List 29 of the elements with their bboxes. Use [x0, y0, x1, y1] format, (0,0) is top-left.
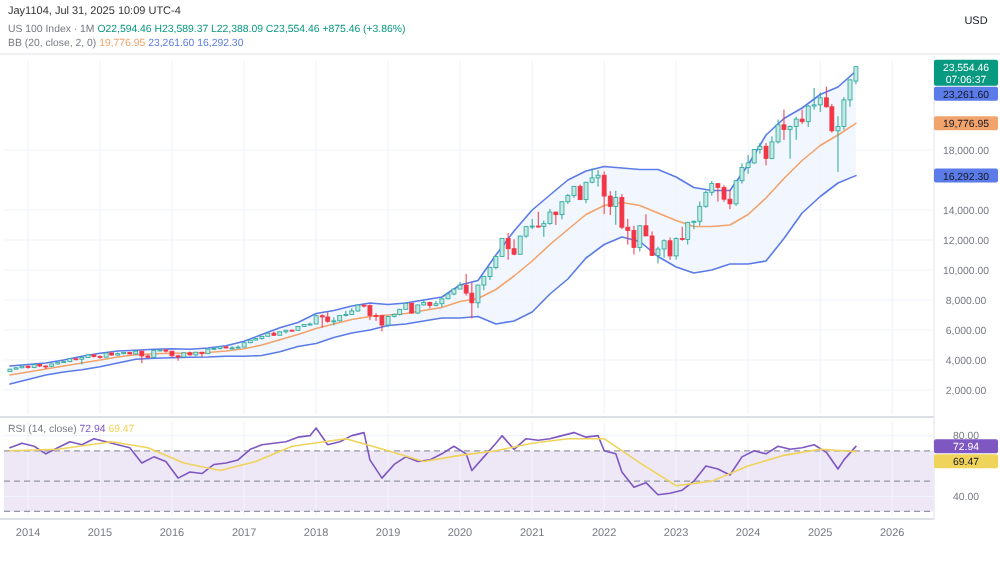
candlestick	[469, 282, 475, 319]
line-series	[9, 427, 857, 496]
candlestick	[799, 109, 805, 125]
candlestick	[613, 190, 619, 226]
candlestick	[343, 310, 349, 317]
line-series	[9, 437, 857, 487]
candlestick	[649, 230, 655, 256]
line-series	[9, 122, 857, 376]
candlestick	[715, 182, 721, 203]
candlestick	[631, 225, 637, 255]
candlestick	[793, 116, 799, 141]
candlestick	[727, 189, 733, 210]
candlestick	[817, 92, 823, 113]
candlestick	[781, 109, 787, 141]
candlestick	[595, 169, 601, 188]
candlestick	[601, 170, 607, 215]
candlestick	[79, 356, 85, 365]
candlestick	[661, 238, 667, 259]
candlestick	[283, 329, 289, 335]
candlestick	[505, 232, 511, 261]
candlestick	[655, 246, 661, 264]
candlestick	[511, 238, 517, 256]
candlestick	[637, 224, 643, 253]
candlestick	[673, 236, 679, 260]
candlestick	[475, 284, 481, 309]
line-series	[9, 174, 857, 385]
candlestick	[787, 125, 793, 160]
candlestick	[667, 236, 673, 261]
candlestick	[763, 142, 769, 166]
